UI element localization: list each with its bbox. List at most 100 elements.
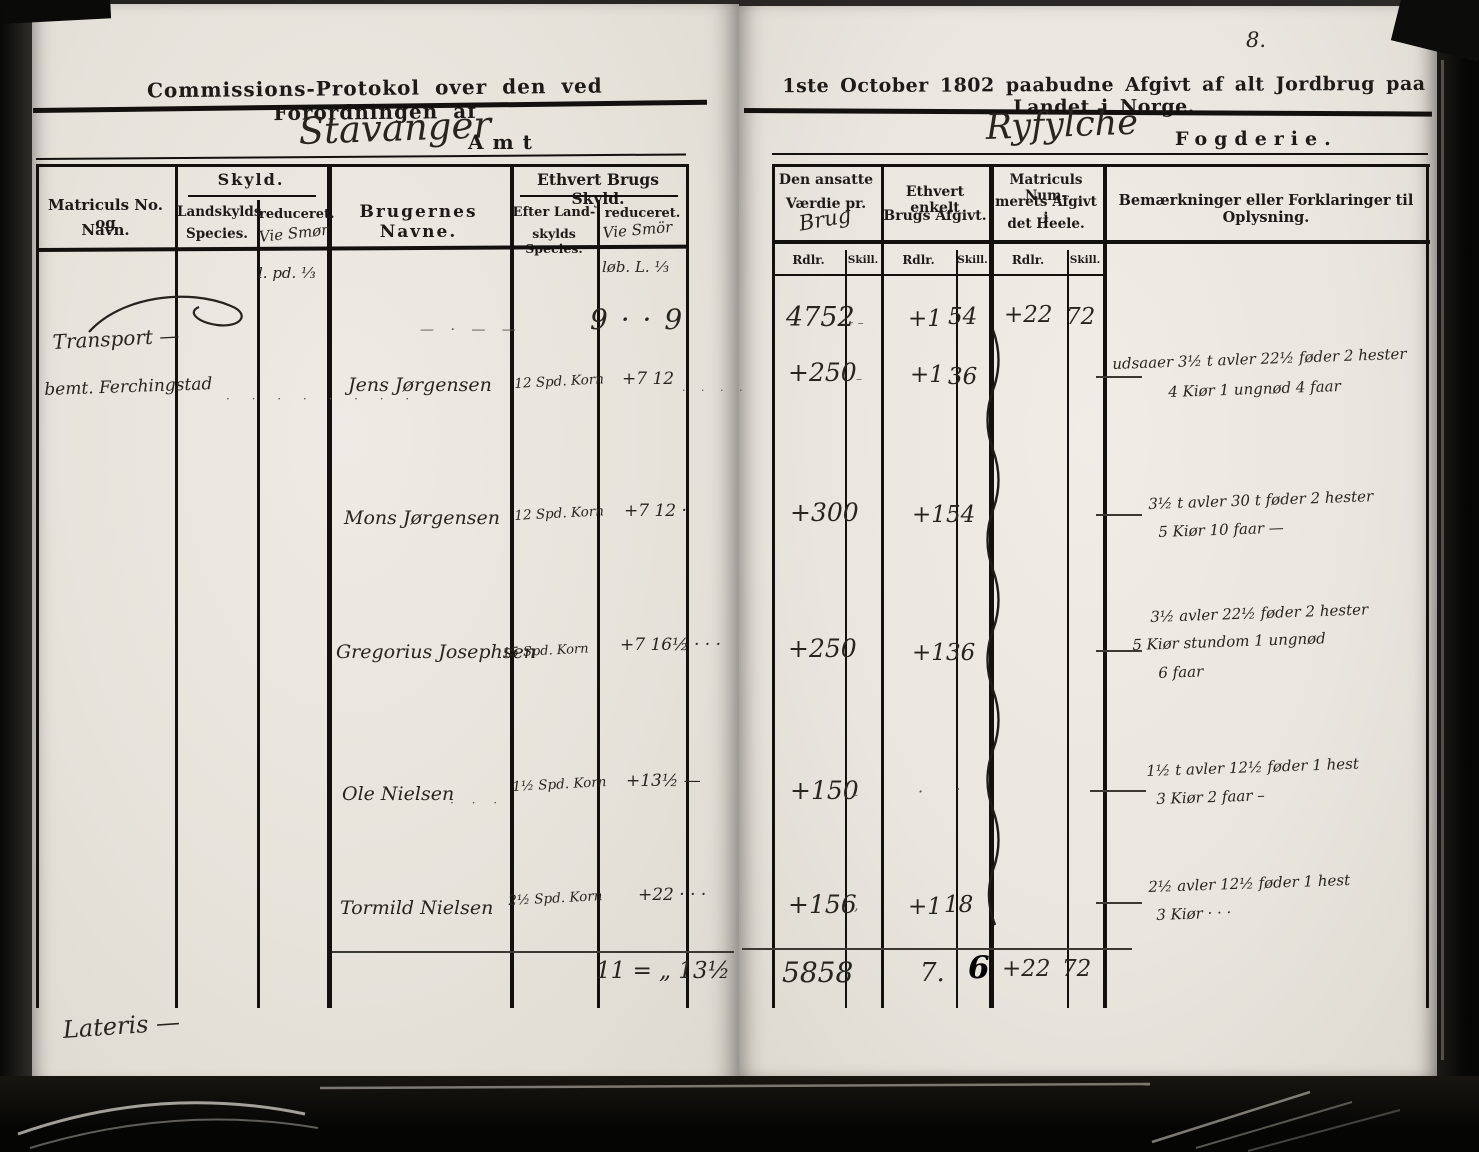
flourish-swash <box>88 295 243 333</box>
row-transport-leader: — · — — <box>420 322 522 338</box>
header-matricul-afgivt-3: det Heele. <box>1007 216 1085 232</box>
row1-matricul-skill: 72 <box>1066 304 1096 330</box>
subheader-skill: Skill. <box>847 254 879 266</box>
row2-vaerdie-rdlr: +250 <box>788 358 857 387</box>
fogderi-label-printed: Fogderie. <box>1175 128 1338 150</box>
row5-remark-line2: 3 Kiør 2 faar – <box>1156 786 1266 808</box>
amt-name-handwritten: Stavanger <box>298 103 492 153</box>
units-right-handwritten: løb. L. ⅓ <box>602 258 670 276</box>
column-line <box>36 164 39 1008</box>
row2-afgivt-rdlr: +1 <box>910 362 944 388</box>
row1-afgivt-rdlr: +1 <box>908 306 942 332</box>
row3-user-name: Mons Jørgensen <box>344 507 500 529</box>
row4-reduceret-value: +7 16½ · · · <box>620 635 721 655</box>
row3-reduceret-value: +7 12 · <box>624 501 687 521</box>
column-line <box>881 164 884 1008</box>
header-underline <box>520 195 678 197</box>
row4-afgivt-skill: 36 <box>946 640 976 666</box>
row5-vaerdie-skill: – <box>852 788 858 802</box>
header-efter-1: Efter Land- <box>512 205 596 220</box>
remark-leader-dash <box>1090 790 1146 792</box>
row6-afgivt-rdlr: +1 <box>908 894 942 920</box>
row5-vaerdie-rdlr: +150 <box>790 776 859 805</box>
subheader-underline <box>772 274 1103 276</box>
right-page-paper <box>739 6 1437 1076</box>
table-right-border <box>1426 164 1429 1008</box>
column-line <box>1103 164 1107 1008</box>
row2-dotted-leader: · · · · · · · · <box>226 392 419 406</box>
amt-label-printed: Amt <box>468 130 541 154</box>
header-bottom-rule-thick <box>772 240 1430 244</box>
header-vaerdie-1: Den ansatte <box>778 172 874 188</box>
book-edge-right <box>1437 0 1479 1152</box>
fogderi-name-handwritten: Ryfylche <box>985 102 1139 148</box>
remark-leader-dash <box>1096 514 1142 516</box>
sum-vaerdie-rdlr: 5858 <box>782 956 854 989</box>
row1-vaerdie-rdlr: 4752 <box>786 302 855 333</box>
remark-leader-dash <box>1096 376 1142 378</box>
row2-vaerdie-skill: – <box>856 372 862 386</box>
header-ethvert-brugs-skyld: Ethvert Brugs Skyld. <box>537 170 659 208</box>
column-line <box>510 164 514 1008</box>
column-line <box>257 200 260 1008</box>
row6-afgivt-skill: 18 <box>944 892 974 918</box>
header-reduceret-2: reduceret. <box>604 206 681 221</box>
row2-user-name: Jens Jørgensen <box>348 374 492 396</box>
column-line <box>1067 250 1069 1008</box>
sum-matricul-skill: 72 <box>1062 956 1092 982</box>
subheader-skill: Skill. <box>957 254 988 266</box>
table-top-border <box>772 164 1430 167</box>
row1-afgivt-skill: 54 <box>948 304 978 330</box>
column-line <box>772 164 775 1008</box>
row2-afgivt-skill: 36 <box>948 364 978 390</box>
row4-vaerdie-rdlr: +250 <box>788 634 857 663</box>
page-number: 8. <box>1246 28 1267 52</box>
header-underline <box>188 195 316 197</box>
column-line <box>845 250 847 1008</box>
header-matricul-afgivt-2: merets Afgivt i <box>995 194 1097 226</box>
book-binding-left <box>0 0 32 1152</box>
book-bottom-edge <box>0 1076 1479 1152</box>
sum-matricul-rdlr: +22 <box>1002 956 1051 982</box>
sum-rule-right <box>742 948 1132 950</box>
header-brugernes: Brugernes Navne. <box>359 202 478 242</box>
page-stack-streak <box>1441 60 1444 1060</box>
row4-user-name: Gregorius Josephsen <box>336 641 536 663</box>
column-line-heavy <box>989 164 994 1008</box>
row6-reduceret-value: +22 · · · <box>638 885 707 905</box>
subheader-rdlr: Rdlr. <box>1011 253 1045 267</box>
header-landskylds-1: Landskylds <box>177 204 262 220</box>
header-matricul-1: Matriculs No. og <box>48 196 163 232</box>
left-page-paper <box>30 4 739 1082</box>
subheader-skill: Skill. <box>1069 254 1101 266</box>
brace-squiggle <box>986 329 1000 926</box>
row1-matricul-rdlr: +22 <box>1004 302 1053 328</box>
row6-user-name: Tormild Nielsen <box>340 897 494 919</box>
row5-afgivt-rdlr: · <box>918 782 924 801</box>
column-line <box>597 200 600 1008</box>
subheader-rdlr: Rdlr. <box>902 253 935 267</box>
row3-vaerdie-rdlr: +300 <box>790 498 859 527</box>
header-rule-thin <box>772 153 1428 155</box>
column-line <box>686 164 689 1008</box>
row4-remark-line3: 6 faar <box>1158 662 1204 682</box>
column-line <box>956 250 958 1008</box>
row2-reduceret-value: +7 12 <box>622 369 675 389</box>
header-landskylds-2: Species. <box>185 226 248 242</box>
row4-afgivt-rdlr: +1 <box>912 640 946 666</box>
row2-trailing-dots: · · · · <box>682 384 749 397</box>
row5-reduceret-value: +13½ — <box>626 771 701 791</box>
row6-remark-line2: 3 Kiør · · · <box>1156 903 1232 924</box>
row5-dotted-leader: · · · <box>450 796 505 810</box>
row5-afgivt-skill: · <box>956 782 961 798</box>
header-reduceret-1: reduceret. <box>259 207 335 222</box>
table-top-border <box>36 164 688 167</box>
remark-leader-dash <box>1096 650 1142 652</box>
units-left-handwritten: l. pd. ⅓ <box>258 264 316 282</box>
left-sum-value: 11 = „ 13½ <box>596 958 730 984</box>
header-efter-2: skylds Species. <box>525 226 582 256</box>
header-bemaerkninger: Bemærkninger eller Forklaringer til Oply… <box>1118 192 1414 226</box>
header-matricul-2: Navn. <box>81 221 130 239</box>
column-line-heavy <box>327 164 332 1008</box>
sum-afgivt-rdlr: 7. <box>920 958 945 988</box>
